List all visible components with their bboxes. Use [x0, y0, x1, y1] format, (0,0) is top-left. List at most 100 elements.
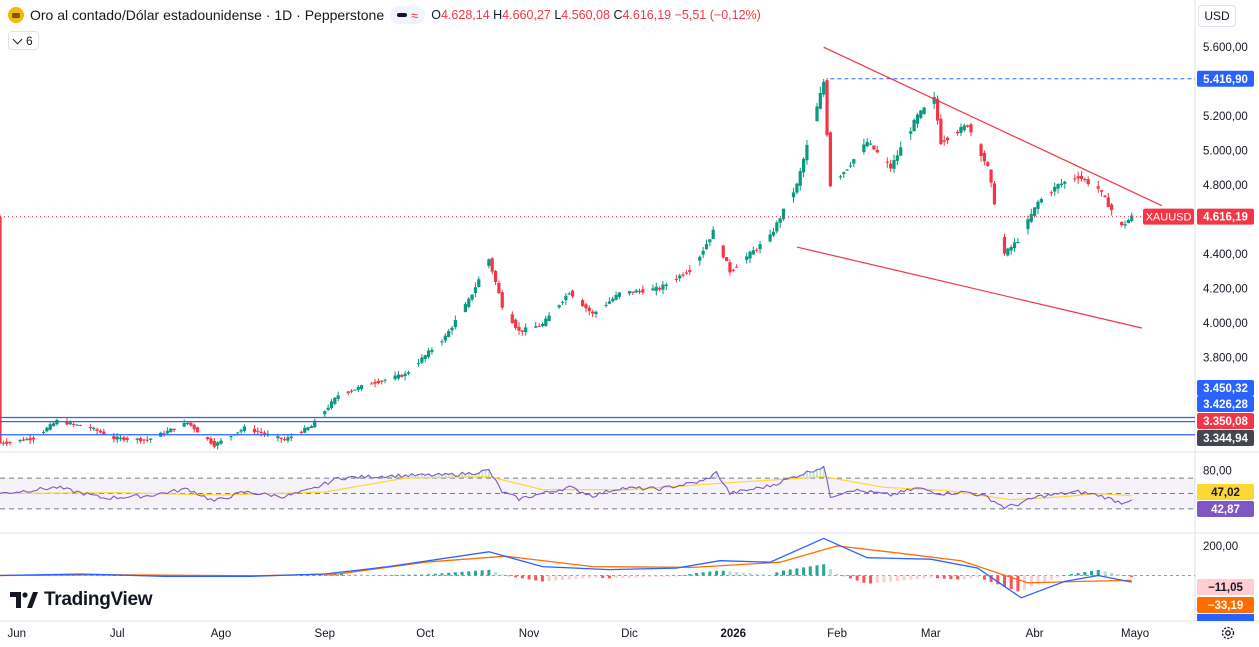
candle-body — [932, 97, 936, 104]
macd-histogram-bar — [902, 575, 906, 581]
candle-body — [514, 319, 518, 328]
candle-body — [771, 231, 776, 236]
macd-histogram-bar — [333, 574, 337, 576]
candle-body — [1106, 197, 1110, 208]
macd-histogram-bar — [761, 574, 765, 576]
trendline-upper — [823, 46, 1163, 207]
candle-body — [711, 229, 715, 239]
macd-histogram-bar — [340, 574, 344, 576]
macd-histogram-bar — [681, 575, 685, 576]
ohlc-close-value: 4.616,19 — [622, 8, 672, 22]
candle-body — [1130, 215, 1134, 221]
candle-body — [587, 307, 591, 312]
candle-body — [373, 381, 377, 384]
candle-body — [1012, 242, 1017, 248]
macd-histogram-bar — [433, 573, 437, 576]
macd-histogram-bar — [842, 575, 846, 577]
candle-body — [1073, 178, 1077, 180]
symbol-title[interactable]: Oro al contado/Dólar estadounidense · 1D… — [30, 7, 385, 23]
macd-histogram-bar — [527, 575, 531, 580]
macd-histogram-bar — [534, 575, 538, 581]
candle-body — [731, 269, 735, 271]
tradingview-logo[interactable]: TradingView — [10, 589, 153, 611]
candle-body — [681, 274, 685, 276]
candle-body — [962, 125, 966, 131]
horizontal-level-label: 3.426,28 — [1203, 399, 1248, 411]
candle-body — [1049, 192, 1053, 194]
candle-body — [336, 395, 340, 399]
macd-histogram-bar — [976, 575, 980, 578]
candle-body — [423, 355, 427, 359]
candle-body — [524, 327, 528, 333]
candle-body — [989, 169, 993, 183]
macd-histogram-bar — [554, 575, 558, 581]
rsi-ma-value-label: 47,02 — [1211, 487, 1240, 499]
candle-body — [185, 422, 190, 425]
macd-histogram-bar — [748, 573, 752, 576]
candle-body — [370, 383, 374, 385]
candle-body — [872, 145, 876, 150]
candle-body — [922, 107, 926, 114]
macd-histogram-bar — [346, 574, 350, 576]
candle-body — [1103, 195, 1107, 197]
candle-body — [463, 304, 468, 312]
candle-body — [721, 245, 725, 258]
time-tick-label: Mayo — [1121, 628, 1149, 640]
macd-histogram-bar — [427, 574, 431, 576]
symbol-tag-bg — [1143, 208, 1194, 225]
candle-body — [356, 387, 360, 390]
candle-body — [453, 320, 457, 328]
price-tick-label: 4.000,00 — [1203, 318, 1248, 330]
candle-body — [510, 314, 514, 324]
macd-histogram-bar — [319, 575, 323, 576]
price-tick-label: 4.200,00 — [1203, 283, 1248, 295]
candle-body — [309, 426, 313, 428]
macd-histogram-bar — [708, 571, 712, 576]
chart-mode-pill[interactable]: ≈ — [390, 6, 426, 24]
macd-histogram-bar — [453, 572, 457, 576]
macd-histogram-bar — [360, 574, 364, 576]
gear-icon[interactable] — [1220, 625, 1236, 641]
candle-body — [791, 192, 796, 198]
candle-body — [239, 430, 243, 432]
candle-body — [945, 137, 950, 141]
candle-body — [443, 335, 447, 341]
macd-histogram-bar — [1036, 575, 1040, 585]
macd-histogram-bar — [1130, 575, 1134, 578]
candle-body — [868, 143, 873, 145]
ohlc-low-key: L — [554, 8, 562, 22]
indicators-toggle[interactable]: 6 — [8, 31, 39, 50]
candle-body — [353, 389, 357, 391]
candle-body — [956, 131, 960, 134]
candle-body — [262, 432, 267, 435]
candle-body — [570, 290, 575, 297]
macd-histogram-bar — [1076, 573, 1080, 576]
macd-histogram-bar — [855, 575, 859, 581]
candle-body — [728, 262, 732, 273]
macd-histogram-bar — [1096, 569, 1100, 576]
time-tick-label: Sep — [315, 628, 335, 640]
symbol-tag: XAUUSD — [1146, 212, 1192, 224]
candle-body — [584, 304, 588, 309]
candle-body — [440, 341, 444, 343]
candle-body — [701, 250, 705, 255]
candle-body — [935, 98, 940, 121]
candle-body — [862, 144, 866, 152]
horizontal-level-label: 3.350,08 — [1203, 416, 1248, 428]
candle-body — [420, 357, 424, 363]
candle-body — [426, 350, 431, 358]
candle-body — [1126, 219, 1130, 224]
gold-bar-icon — [8, 7, 24, 23]
candle-body — [845, 169, 849, 171]
candle-body — [865, 141, 869, 147]
currency-button[interactable]: USD — [1198, 5, 1236, 27]
candle-body — [329, 401, 334, 408]
candle-body — [289, 436, 293, 439]
candle-body — [658, 287, 662, 290]
time-tick-label: Abr — [1026, 628, 1044, 640]
candle-body — [698, 256, 702, 261]
candle-body — [1026, 219, 1030, 230]
candle-body — [477, 279, 481, 288]
candle-body — [376, 380, 380, 384]
